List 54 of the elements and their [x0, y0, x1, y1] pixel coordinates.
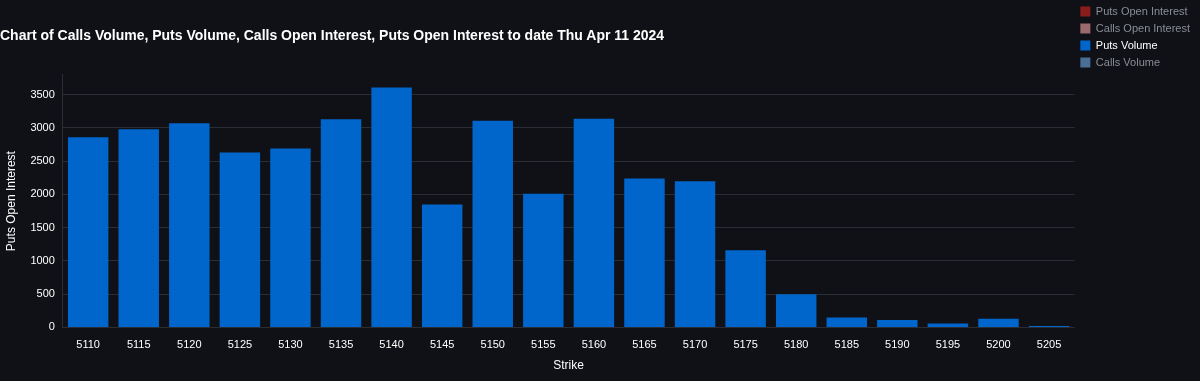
x-tick-label: 5180 [783, 338, 809, 351]
y-axis-title: Puts Open Interest [3, 150, 18, 252]
bar [624, 178, 665, 327]
y-tick-label: 3000 [30, 121, 55, 134]
x-tick-label: 5175 [733, 338, 758, 351]
y-tick-label: 2000 [30, 187, 55, 200]
y-tick-label: 0 [48, 320, 55, 333]
legend-label: Calls Volume [1095, 55, 1161, 68]
bar [573, 118, 615, 327]
x-tick-label: 5125 [227, 338, 253, 351]
chart-title: Chart of Calls Volume, Puts Volume, Calls Open Interest, Puts Open Interest to date Thu Apr 11 2024 [0, 27, 665, 44]
legend-label: Puts Open Interest [1095, 4, 1188, 17]
bar [674, 181, 716, 327]
y-tick-label: 1500 [30, 220, 55, 233]
x-tick-label: 5110 [76, 338, 100, 351]
x-tick-label: 5130 [278, 338, 303, 351]
x-tick-label: 5170 [682, 338, 708, 351]
x-tick-label: 5145 [429, 338, 455, 351]
x-tick-label: 5205 [1036, 338, 1062, 351]
bar [320, 119, 362, 327]
bar [472, 120, 513, 327]
bar [219, 152, 261, 327]
x-tick-label: 5160 [581, 338, 607, 351]
legend-label: Puts Volume [1095, 38, 1158, 51]
x-tick-label: 5165 [632, 338, 657, 351]
bar [371, 87, 412, 327]
x-tick-label: 5115 [126, 338, 151, 351]
legend-label: Calls Open Interest [1095, 21, 1190, 34]
bar [118, 129, 159, 327]
x-axis-title: Strike [553, 358, 585, 373]
bar [927, 323, 969, 327]
x-tick-label: 5185 [834, 338, 860, 351]
x-tick-label: 5140 [379, 338, 404, 351]
y-tick-label: 1000 [30, 253, 55, 266]
bar [67, 137, 109, 327]
x-tick-label: 5200 [986, 338, 1011, 351]
x-tick-label: 5135 [328, 338, 354, 351]
bar [978, 318, 1019, 327]
x-tick-label: 5155 [531, 338, 556, 351]
x-tick-label: 5195 [935, 338, 961, 351]
y-tick-label: 500 [36, 287, 55, 300]
bar [877, 320, 918, 327]
x-tick-label: 5190 [885, 338, 910, 351]
bar [270, 148, 311, 327]
bar [523, 193, 564, 327]
bar [169, 123, 210, 327]
bar [725, 250, 766, 327]
bar [421, 204, 463, 327]
bar [775, 294, 817, 327]
y-tick-label: 3500 [30, 87, 55, 100]
y-tick-label: 2500 [30, 154, 55, 167]
bar [826, 317, 867, 327]
x-tick-label: 5150 [480, 338, 505, 351]
x-tick-label: 5120 [177, 338, 202, 351]
